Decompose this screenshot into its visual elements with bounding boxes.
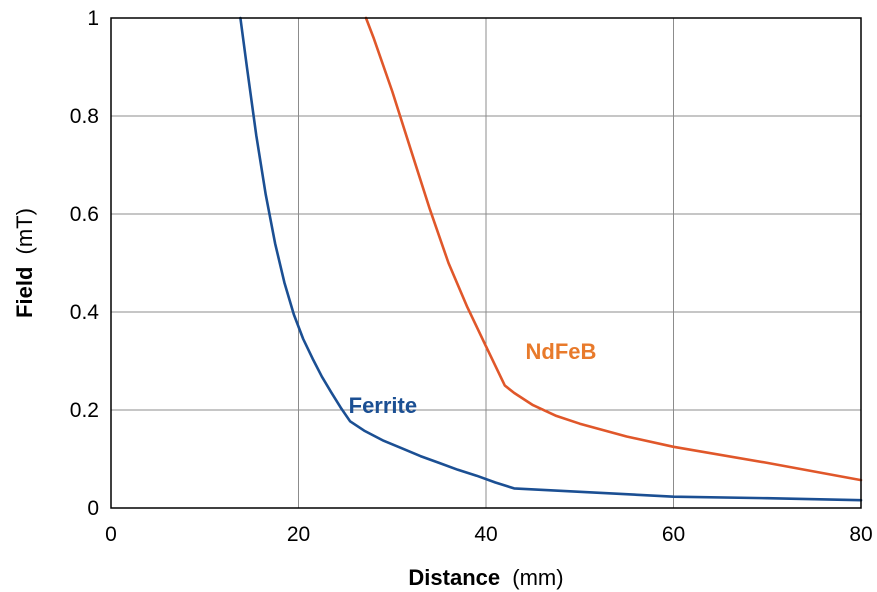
y-tick-label-1: 0.2 bbox=[70, 399, 99, 422]
x-tick-label-3: 60 bbox=[662, 523, 685, 546]
series-lines bbox=[239, 16, 863, 502]
y-tick-label-2: 0.4 bbox=[70, 301, 100, 324]
y-tick-label-5: 1 bbox=[87, 7, 99, 30]
y-tick-label-0: 0 bbox=[87, 497, 99, 520]
tick-labels: 0 20 40 60 80 0 0.2 0.4 0.6 0.8 1 bbox=[70, 7, 873, 546]
x-tick-label-1: 20 bbox=[287, 523, 310, 546]
series-line-ndfeb bbox=[364, 16, 863, 482]
x-tick-label-4: 80 bbox=[849, 523, 872, 546]
x-tick-label-2: 40 bbox=[474, 523, 497, 546]
x-axis-title-name: Distance bbox=[408, 565, 500, 590]
x-axis-title-unit: (mm) bbox=[512, 565, 563, 590]
grid-lines bbox=[111, 18, 861, 508]
series-label-ndfeb: NdFeB bbox=[526, 339, 597, 364]
series-line-ferrite bbox=[239, 16, 863, 502]
series-label-ferrite: Ferrite bbox=[349, 393, 417, 418]
y-axis-title-name: Field bbox=[12, 267, 37, 318]
y-tick-label-3: 0.6 bbox=[70, 203, 99, 226]
y-axis-title: Field (mT) bbox=[12, 208, 37, 318]
series-annotations: Ferrite NdFeB bbox=[349, 339, 597, 418]
plot-area-frame bbox=[110, 17, 862, 509]
x-axis-title: Distance (mm) bbox=[408, 565, 563, 590]
y-axis-title-unit: (mT) bbox=[12, 208, 37, 254]
y-tick-label-4: 0.8 bbox=[70, 105, 99, 128]
x-tick-label-0: 0 bbox=[105, 523, 117, 546]
